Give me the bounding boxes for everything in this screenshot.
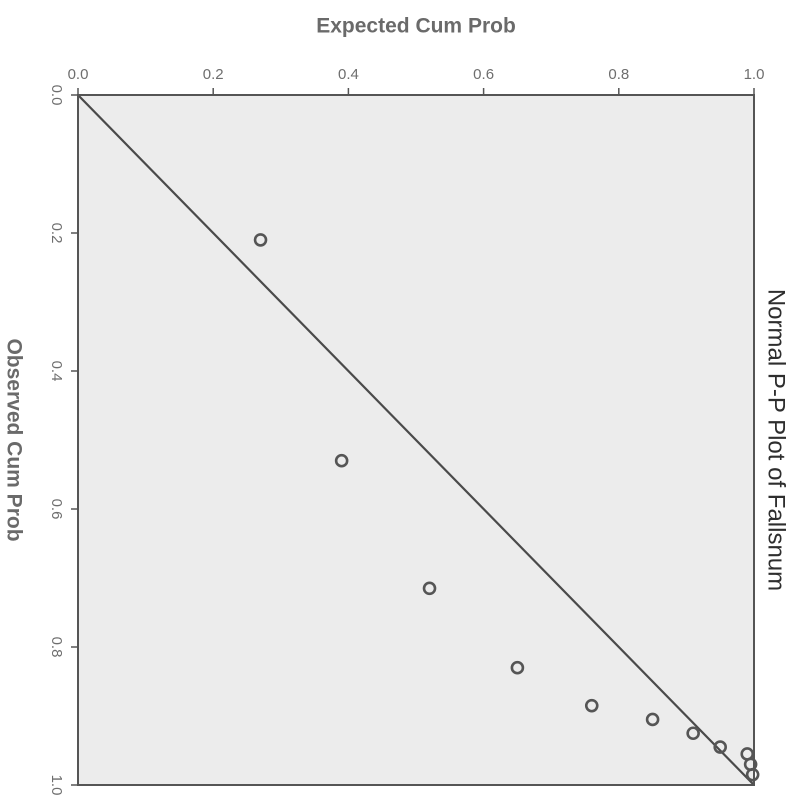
- x-tick-label: 1.0: [48, 775, 65, 796]
- data-point: [645, 712, 660, 727]
- x-axis-title: Observed Cum Prob: [2, 338, 25, 541]
- chart-title: Normal P-P Plot of Fallsnum: [763, 289, 790, 591]
- data-point: [686, 726, 700, 741]
- x-tick-label: 0.0: [48, 85, 65, 106]
- data-point: [422, 581, 437, 596]
- reference-line: [77, 94, 755, 786]
- x-tick-label: 0.6: [48, 499, 65, 520]
- y-tick-label: 1.0: [744, 66, 765, 83]
- data-point: [253, 233, 268, 247]
- x-tick-label: 0.8: [48, 637, 65, 658]
- x-tick-label: 0.4: [48, 361, 65, 382]
- y-tick-label: 0.6: [473, 66, 494, 83]
- y-axis-title: Expected Cum Prob: [316, 15, 516, 38]
- y-tick-label: 0.8: [608, 66, 629, 83]
- data-point: [510, 660, 525, 675]
- data-point: [713, 740, 727, 754]
- plot-frame: [77, 94, 755, 786]
- data-point: [334, 453, 349, 468]
- y-tick-label: 0.0: [68, 66, 89, 83]
- y-tick-label: 0.4: [338, 66, 359, 83]
- data-point: [584, 698, 599, 713]
- y-tick-label: 0.2: [203, 66, 224, 83]
- data-point: [745, 767, 760, 782]
- x-tick-label: 0.2: [48, 223, 65, 244]
